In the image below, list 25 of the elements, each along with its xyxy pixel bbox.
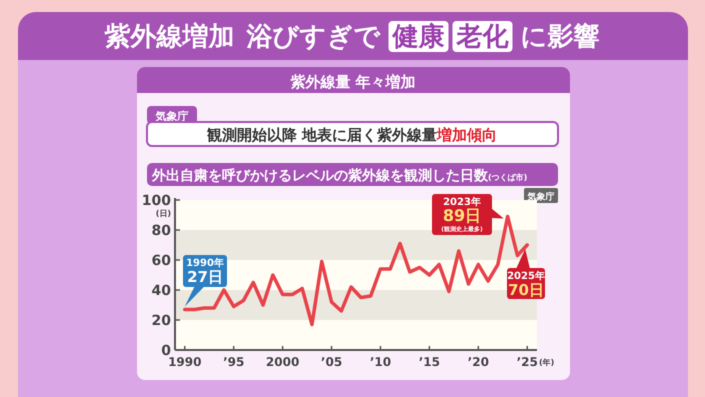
x-tick-label: ’15 [418,355,440,369]
x-tick-label: ’25 [516,355,538,369]
chart-subtitle: 紫外線量 年々増加 [289,73,416,91]
callout: 1990年 27日 [183,255,227,306]
x-tick-label: ’10 [370,355,392,369]
y-tick-label: 100 [142,193,172,209]
x-tick-label: 2000 [266,355,300,369]
y-tick-label: 80 [152,223,172,239]
annotation: 2025年 70日 [507,270,545,299]
callout: 2025年 70日 [507,249,545,299]
x-tick-label: ’05 [320,355,342,369]
y-tick-label: 40 [152,283,172,299]
y-tick-label: 60 [152,253,172,269]
x-tick-label: ’95 [223,355,244,369]
x-axis-title: (年) [539,358,554,367]
x-tick-label: ’20 [468,355,489,369]
text: 外出自粛を呼びかけるレベルの紫外線を観測した日数(つくば市) [151,167,528,184]
y-tick-label: 20 [152,313,172,329]
title: 紫外線増加 浴びすぎで 健康 老化 に影響 [104,21,600,52]
text: 観測開始以降 地表に届く紫外線量増加傾向 [206,126,498,144]
annotation: 気象庁 [526,192,554,202]
y-axis-title: (日) [156,209,171,218]
x-tick-label: 1990 [168,355,202,369]
annotation: 1990年 27日 [186,257,224,286]
text: 気象庁 [154,110,188,123]
